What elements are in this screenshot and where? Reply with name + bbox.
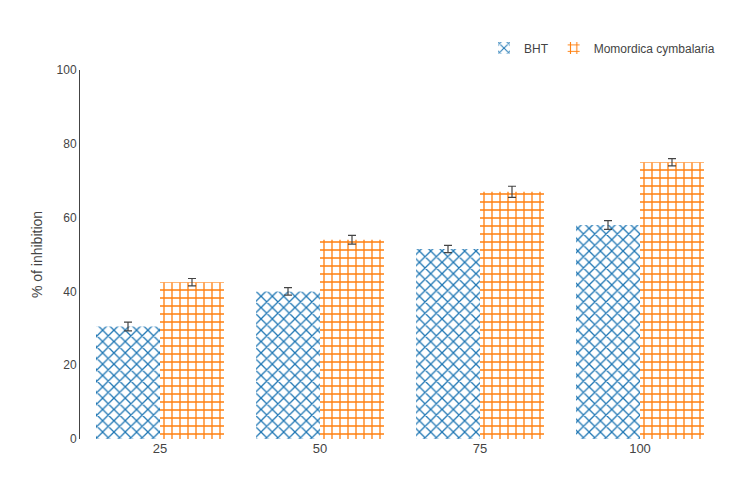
svg-text:Momordica cymbalaria: Momordica cymbalaria [594,42,715,56]
svg-text:% of inhibition: % of inhibition [29,211,45,298]
svg-text:75: 75 [473,441,487,456]
svg-text:20: 20 [63,358,77,372]
svg-text:80: 80 [63,137,77,151]
svg-text:BHT: BHT [524,42,549,56]
svg-text:60: 60 [63,211,77,225]
svg-text:50: 50 [313,441,327,456]
svg-text:100: 100 [57,63,77,77]
svg-text:25: 25 [153,441,167,456]
svg-text:100: 100 [629,441,651,456]
svg-text:0: 0 [70,432,77,446]
svg-text:40: 40 [63,285,77,299]
